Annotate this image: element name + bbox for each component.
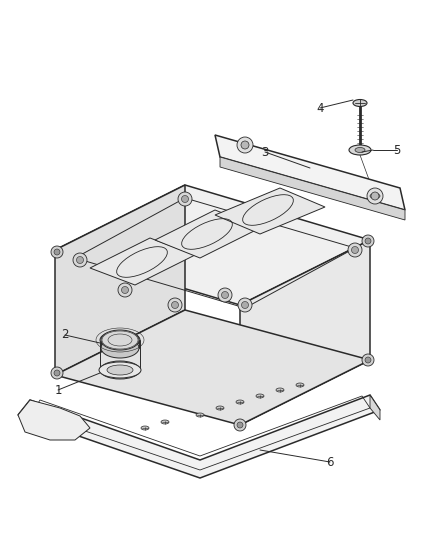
Ellipse shape xyxy=(296,383,304,387)
Circle shape xyxy=(222,292,229,298)
Text: 1: 1 xyxy=(54,384,62,397)
Polygon shape xyxy=(240,240,370,425)
Polygon shape xyxy=(215,188,325,234)
Polygon shape xyxy=(55,185,370,305)
Circle shape xyxy=(54,249,60,255)
Circle shape xyxy=(241,302,248,309)
Ellipse shape xyxy=(353,100,367,107)
Polygon shape xyxy=(90,238,195,285)
Ellipse shape xyxy=(100,331,140,349)
Ellipse shape xyxy=(216,406,224,410)
Polygon shape xyxy=(370,395,380,420)
Ellipse shape xyxy=(109,335,131,345)
Circle shape xyxy=(178,192,192,206)
Circle shape xyxy=(362,235,374,247)
Circle shape xyxy=(181,196,188,203)
Text: 6: 6 xyxy=(326,456,334,469)
Circle shape xyxy=(51,367,63,379)
Circle shape xyxy=(237,137,253,153)
Circle shape xyxy=(54,370,60,376)
Ellipse shape xyxy=(276,388,284,392)
Ellipse shape xyxy=(370,193,380,198)
Circle shape xyxy=(73,253,87,267)
Polygon shape xyxy=(55,185,185,375)
Polygon shape xyxy=(215,135,405,210)
Ellipse shape xyxy=(161,420,169,424)
Circle shape xyxy=(237,422,243,428)
Circle shape xyxy=(51,246,63,258)
Text: 3: 3 xyxy=(261,146,268,158)
Circle shape xyxy=(371,192,379,200)
Circle shape xyxy=(172,302,179,309)
Text: 2: 2 xyxy=(61,328,69,342)
Ellipse shape xyxy=(101,338,139,358)
Circle shape xyxy=(365,357,371,363)
Circle shape xyxy=(218,288,232,302)
Circle shape xyxy=(362,354,374,366)
Circle shape xyxy=(348,243,362,257)
Polygon shape xyxy=(18,400,90,440)
Ellipse shape xyxy=(236,400,244,404)
Text: 5: 5 xyxy=(393,143,401,157)
Ellipse shape xyxy=(107,365,133,375)
Polygon shape xyxy=(18,395,380,478)
Ellipse shape xyxy=(355,148,365,152)
Circle shape xyxy=(241,141,249,149)
Ellipse shape xyxy=(99,362,141,378)
Circle shape xyxy=(352,246,358,254)
Ellipse shape xyxy=(256,394,264,398)
Circle shape xyxy=(365,238,371,244)
Circle shape xyxy=(168,298,182,312)
Polygon shape xyxy=(155,210,260,258)
Circle shape xyxy=(234,419,246,431)
Circle shape xyxy=(77,256,84,263)
Circle shape xyxy=(118,283,132,297)
Circle shape xyxy=(121,287,128,294)
Polygon shape xyxy=(220,157,405,220)
Ellipse shape xyxy=(349,145,371,155)
Circle shape xyxy=(367,188,383,204)
Text: 4: 4 xyxy=(316,101,324,115)
Polygon shape xyxy=(55,310,370,425)
Ellipse shape xyxy=(196,413,204,417)
Ellipse shape xyxy=(101,330,139,350)
Ellipse shape xyxy=(141,426,149,430)
Circle shape xyxy=(238,298,252,312)
Ellipse shape xyxy=(100,361,140,379)
